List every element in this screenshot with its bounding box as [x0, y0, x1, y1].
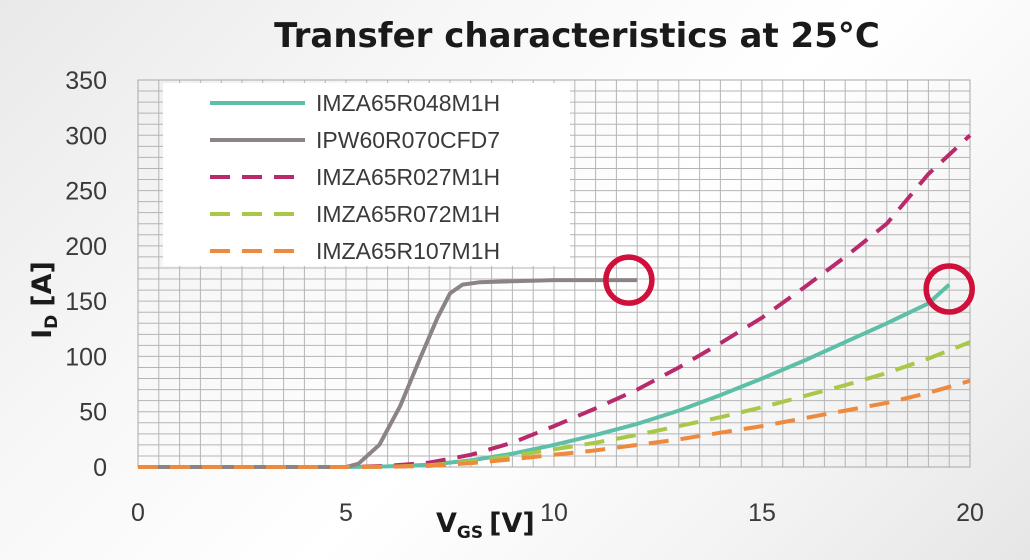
y-tick-label: 150 [65, 288, 107, 316]
y-tick-label: 0 [93, 454, 107, 482]
y-axis-subscript: D [42, 315, 62, 329]
chart-title: Transfer characteristics at 25°C [274, 16, 880, 56]
legend: IMZA65R048M1H IPW60R070CFD7 IMZA65R027M1H I… [163, 83, 570, 266]
x-tick-label: 20 [956, 499, 984, 527]
x-tick-label: 15 [748, 499, 776, 527]
annotations [603, 254, 975, 315]
x-axis-title: VGS [V] [436, 508, 535, 543]
legend-label-imza65r072m1h: IMZA65R072M1H [316, 201, 500, 227]
x-tick-label: 5 [339, 499, 353, 527]
x-axis-unit: [V] [489, 508, 535, 539]
annotation-circle [923, 263, 975, 315]
legend-label-imza65r027m1h: IMZA65R027M1H [316, 164, 500, 190]
x-tick-label: 10 [540, 499, 568, 527]
legend-label-ipw60r070cfd7: IPW60R070CFD7 [316, 127, 500, 153]
y-axis-title: ID [A] [27, 261, 62, 339]
tick-labels: 0 50 100 150 200 250 300 350 0 5 10 15 20 [65, 67, 984, 527]
y-axis-unit: [A] [27, 261, 58, 307]
y-tick-label: 100 [65, 343, 107, 371]
series-line-imza65r027m1h [138, 133, 972, 469]
plot-area-border [137, 79, 971, 468]
y-axis-symbol: I [27, 329, 58, 339]
x-axis-subscript: GS [457, 523, 483, 543]
legend-label-imza65r048m1h: IMZA65R048M1H [316, 90, 500, 116]
legend-box [163, 83, 570, 266]
y-tick-label: 250 [65, 178, 107, 206]
annotation-circle [603, 254, 655, 306]
series-line-imza65r048m1h [138, 283, 951, 469]
y-axis-title-group: ID [A] [27, 261, 62, 339]
y-tick-label: 300 [65, 122, 107, 150]
x-tick-label: 0 [131, 499, 145, 527]
x-axis-symbol: V [436, 508, 457, 539]
y-tick-label: 200 [65, 233, 107, 261]
series-lines [138, 133, 972, 469]
legend-label-imza65r107m1h: IMZA65R107M1H [316, 238, 500, 264]
y-tick-label: 50 [79, 399, 107, 427]
series-line-ipw60r070cfd7 [138, 278, 638, 469]
y-tick-label: 350 [65, 67, 107, 95]
